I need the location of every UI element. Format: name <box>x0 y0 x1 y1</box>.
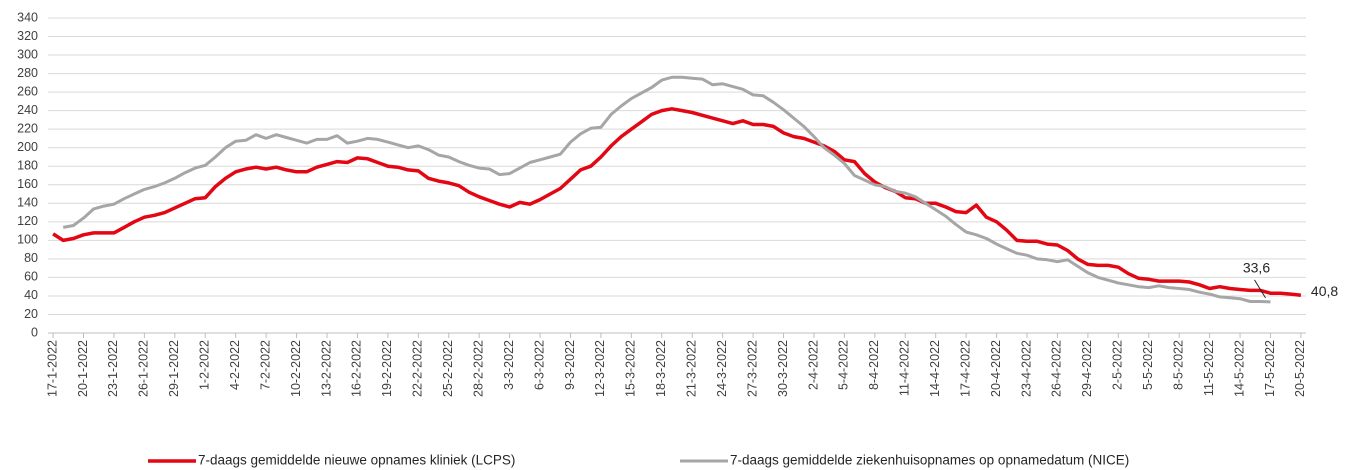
y-tick-label: 40 <box>24 288 38 302</box>
x-tick-label: 27-3-2022 <box>745 340 759 397</box>
x-tick-label: 11-4-2022 <box>898 340 912 396</box>
x-tick-label: 30-3-2022 <box>776 340 790 397</box>
x-tick-label: 10-2-2022 <box>289 340 303 397</box>
x-tick-label: 26-1-2022 <box>137 340 151 397</box>
y-tick-label: 260 <box>17 84 38 98</box>
x-tick-label: 14-4-2022 <box>928 340 942 397</box>
x-tick-label: 20-5-2022 <box>1293 340 1307 397</box>
x-tick-label: 8-5-2022 <box>1171 340 1185 390</box>
series-line <box>62 75 1271 304</box>
x-tick-label: 17-5-2022 <box>1263 340 1277 397</box>
x-tick-label: 2-5-2022 <box>1111 340 1125 390</box>
x-tick-label: 14-5-2022 <box>1232 340 1246 397</box>
x-tick-label: 2-4-2022 <box>806 340 820 390</box>
y-tick-label: 300 <box>17 47 38 61</box>
x-tick-label: 5-5-2022 <box>1141 340 1155 390</box>
x-tick-label: 3-3-2022 <box>502 340 516 390</box>
y-tick-label: 100 <box>17 233 38 247</box>
x-tick-label: 6-3-2022 <box>532 340 546 390</box>
x-tick-label: 17-1-2022 <box>45 340 59 397</box>
y-tick-label: 60 <box>24 270 38 284</box>
x-tick-label: 29-1-2022 <box>167 340 181 397</box>
legend-label: 7-daags gemiddelde nieuwe opnames klinie… <box>198 453 515 468</box>
x-tick-label: 9-3-2022 <box>563 340 577 390</box>
data-label: 40,8 <box>1311 283 1338 299</box>
y-tick-label: 340 <box>17 10 38 24</box>
data-label: 33,6 <box>1243 260 1270 276</box>
y-tick-label: 320 <box>17 29 38 43</box>
x-tick-label: 21-3-2022 <box>685 340 699 397</box>
x-tick-label: 19-2-2022 <box>380 340 394 397</box>
x-tick-label: 17-4-2022 <box>958 340 972 397</box>
leader-line <box>1254 279 1266 299</box>
x-tick-label: 16-2-2022 <box>350 340 364 397</box>
y-tick-label: 180 <box>17 159 38 173</box>
y-tick-label: 80 <box>24 251 38 265</box>
x-tick-label: 22-2-2022 <box>411 340 425 397</box>
x-tick-label: 25-2-2022 <box>441 340 455 397</box>
x-tick-label: 8-4-2022 <box>867 340 881 390</box>
x-tick-label: 5-4-2022 <box>837 340 851 390</box>
x-tick-label: 23-4-2022 <box>1019 340 1033 397</box>
x-tick-label: 1-2-2022 <box>198 340 212 390</box>
x-tick-label: 20-1-2022 <box>76 340 90 397</box>
x-tick-label: 11-5-2022 <box>1202 340 1216 396</box>
x-tick-label: 20-4-2022 <box>989 340 1003 397</box>
x-tick-label: 18-3-2022 <box>654 340 668 397</box>
x-tick-label: 24-3-2022 <box>715 340 729 397</box>
x-tick-label: 23-1-2022 <box>106 340 120 397</box>
y-tick-label: 280 <box>17 66 38 80</box>
y-tick-label: 0 <box>31 325 38 339</box>
y-tick-label: 140 <box>17 196 38 210</box>
x-tick-label: 15-3-2022 <box>624 340 638 397</box>
x-tick-label: 12-3-2022 <box>593 340 607 397</box>
y-tick-label: 160 <box>17 177 38 191</box>
y-tick-label: 20 <box>24 307 38 321</box>
y-tick-label: 220 <box>17 121 38 135</box>
x-tick-label: 26-4-2022 <box>1050 340 1064 397</box>
x-tick-label: 4-2-2022 <box>228 340 242 390</box>
y-tick-label: 200 <box>17 140 38 154</box>
x-tick-label: 29-4-2022 <box>1080 340 1094 397</box>
y-tick-label: 120 <box>17 214 38 228</box>
x-tick-label: 28-2-2022 <box>471 340 485 397</box>
legend-label: 7-daags gemiddelde ziekenhuisopnames op … <box>730 453 1129 468</box>
x-tick-label: 7-2-2022 <box>258 340 272 390</box>
y-tick-label: 240 <box>17 103 38 117</box>
x-tick-label: 13-2-2022 <box>319 340 333 397</box>
series-line <box>52 107 1302 297</box>
